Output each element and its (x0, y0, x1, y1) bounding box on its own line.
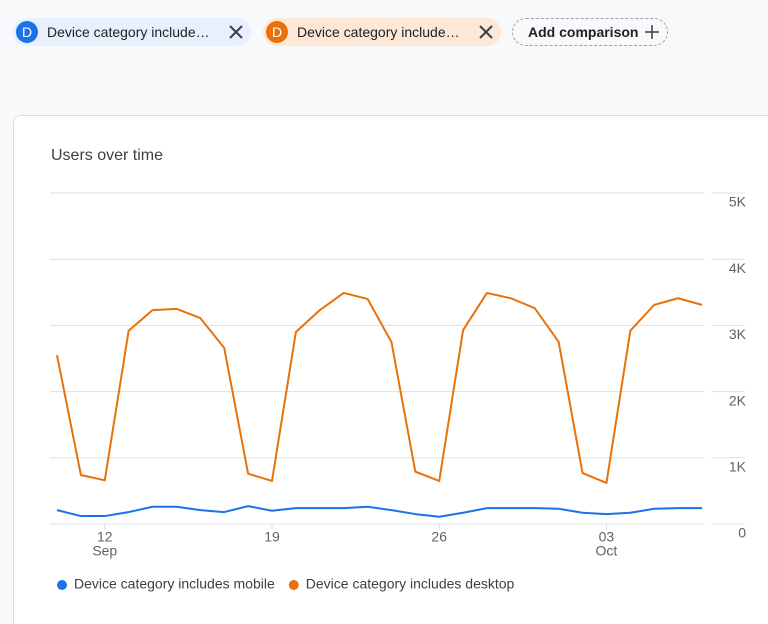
chip-label: Device category include… (297, 24, 460, 40)
legend-label: Device category includes mobile (74, 576, 275, 592)
filter-chip[interactable]: D Device category include… (13, 18, 251, 46)
x-tick-label: 12 (97, 529, 113, 545)
legend-marker (288, 580, 299, 590)
x-tick-label: 03 (599, 529, 615, 545)
x-tick-label: 26 (431, 529, 447, 545)
legend-label: Device category includes desktop (306, 576, 515, 592)
y-tick-label: 5K (729, 194, 747, 210)
close-icon[interactable] (478, 24, 494, 40)
plus-icon (645, 25, 659, 39)
line (56, 291, 703, 484)
y-tick-label: 1K (729, 459, 747, 475)
line (56, 505, 702, 518)
chip-avatar: D (266, 21, 288, 43)
legend-marker (57, 580, 67, 590)
chart-title: Users over time (51, 147, 163, 164)
x-month-label: Sep (92, 543, 117, 559)
chart-card (13, 115, 768, 624)
y-tick-label: 4K (729, 260, 747, 276)
x-tick-label: 19 (264, 529, 280, 545)
filter-chip[interactable]: D Device category include… (263, 18, 501, 46)
add-comparison-label: Add comparison (528, 24, 639, 40)
chip-label: Device category include… (47, 24, 210, 40)
y-tick-label: 2K (729, 392, 747, 408)
x-month-label: Oct (596, 543, 618, 559)
y-tick-label: 0 (738, 525, 746, 541)
chip-avatar: D (16, 21, 38, 43)
add-comparison[interactable]: Add comparison (512, 18, 668, 46)
y-tick-label: 3K (729, 326, 747, 342)
close-icon[interactable] (228, 24, 244, 40)
